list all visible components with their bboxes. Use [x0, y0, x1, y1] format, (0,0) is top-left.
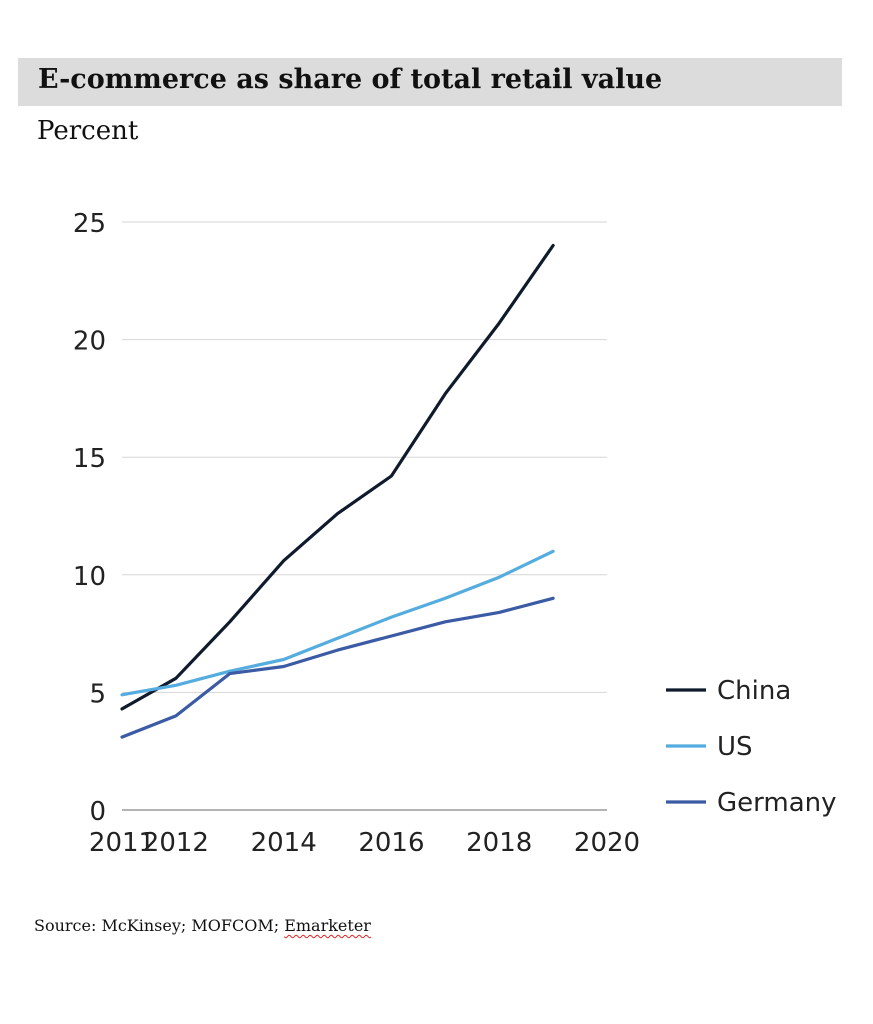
legend-label-germany: Germany — [717, 788, 837, 818]
x-tick-label: 2014 — [251, 828, 317, 858]
series-line-us — [120, 549, 555, 697]
x-tick-label: 2012 — [143, 828, 209, 858]
source-prefix: Source: McKinsey; MOFCOM; — [34, 916, 285, 935]
y-tick-label: 25 — [73, 209, 106, 239]
y-tick-label: 0 — [89, 797, 106, 827]
x-tick-label: 2018 — [466, 828, 532, 858]
series-line-germany — [120, 596, 555, 739]
y-tick-label: 20 — [73, 327, 106, 357]
legend-label-china: China — [717, 676, 791, 706]
x-tick-label: 2020 — [574, 828, 640, 858]
legend-label-us: US — [717, 732, 753, 762]
title-bar: E-commerce as share of total retail valu… — [18, 58, 842, 106]
y-tick-label: 15 — [73, 444, 106, 474]
y-tick-label: 5 — [89, 679, 106, 709]
gridlines — [122, 221, 607, 811]
legend: China US Germany — [666, 676, 837, 818]
y-tick-label: 10 — [73, 562, 106, 592]
chart-subtitle: Percent — [37, 116, 139, 146]
y-axis-ticks: 0 5 10 15 20 25 — [73, 209, 106, 827]
x-tick-label: 2011 — [89, 828, 155, 858]
series-line-china — [120, 243, 555, 711]
chart-title: E-commerce as share of total retail valu… — [38, 64, 663, 95]
series-lines — [120, 243, 555, 739]
source-emarketer: Emarketer — [284, 916, 371, 935]
source-note: Source: McKinsey; MOFCOM; Emarketer — [34, 916, 371, 935]
x-tick-label: 2016 — [358, 828, 424, 858]
